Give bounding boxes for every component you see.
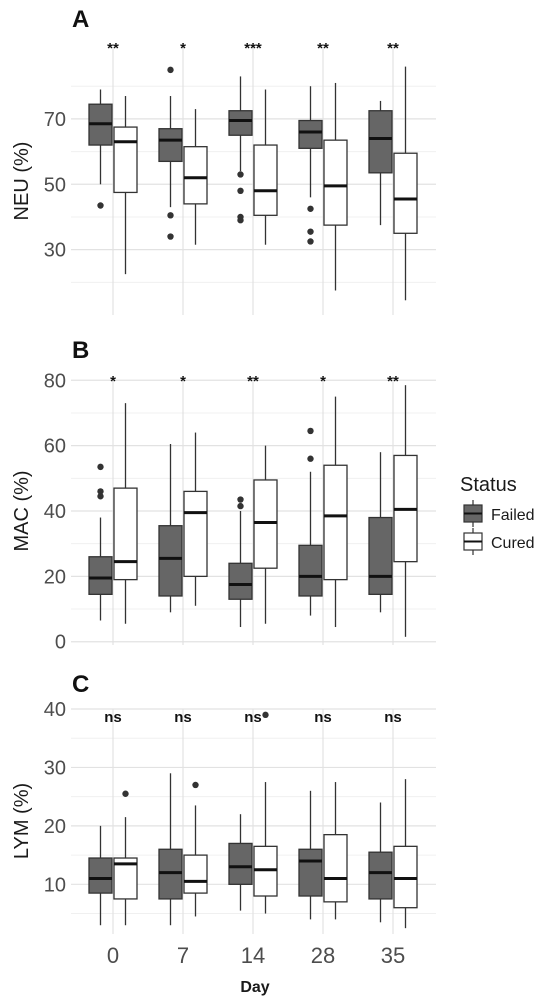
significance-label-day-0: ** [107,40,119,57]
x-tick-label-35: 35 [381,943,405,968]
outlier-failed-day-28 [307,455,314,462]
y-tick-label: 50 [44,174,66,196]
outlier-failed-day-14 [237,187,244,195]
y-axis-label: NEU (%) [11,142,33,221]
outlier-failed-day-28 [307,228,314,235]
x-tick-label-0: 0 [107,943,119,968]
box-failed-day-28 [298,119,323,149]
outlier-failed-day-7 [167,233,174,240]
significance-label-day-7: * [180,40,186,57]
outlier-failed-day-14 [237,217,244,224]
outlier-failed-day-28 [307,238,314,245]
box-failed-day-14 [228,842,253,885]
y-tick-label: 10 [44,874,66,896]
box-failed-day-28 [298,848,323,897]
x-tick-label-7: 7 [177,943,189,968]
significance-label-day-14: ns [244,709,262,726]
y-tick-label: 40 [44,699,66,721]
box-cured-day-0 [113,126,138,194]
outlier-failed-day-7 [167,66,174,74]
panel-letter: B [72,337,89,364]
y-axis-label: LYM (%) [11,783,33,859]
outlier-failed-day-0 [97,463,104,471]
box-failed-day-14 [228,110,253,136]
legend-label-cured: Cured [491,535,535,552]
legend-label-failed: Failed [491,507,535,524]
box-failed-day-7 [158,525,183,597]
significance-label-day-28: * [320,373,326,390]
y-tick-label: 20 [44,816,66,838]
outlier-failed-day-28 [307,205,314,212]
box-failed-day-7 [158,128,183,163]
box-failed-day-28 [298,544,323,597]
box-cured-day-7 [183,146,208,205]
box-cured-day-14 [253,479,278,569]
box-failed-day-35 [368,851,393,900]
x-axis-label: Day [240,979,269,996]
box-cured-day-14 [253,144,278,216]
box-failed-day-14 [228,562,253,600]
y-tick-label: 80 [44,370,66,392]
outlier-failed-day-28 [307,427,314,435]
y-tick-label: 70 [44,109,66,131]
box-cured-day-7 [183,490,208,578]
significance-label-day-35: ns [384,709,402,726]
significance-label-day-7: * [180,373,186,390]
outlier-failed-day-14 [237,496,244,503]
outlier-cured-day-7 [192,781,199,789]
outlier-failed-day-0 [97,202,104,209]
outlier-failed-day-14 [237,171,244,178]
box-cured-day-0 [113,857,138,900]
x-tick-label-28: 28 [311,943,335,968]
panel-letter: C [72,671,89,698]
significance-label-day-14: *** [244,40,262,57]
box-cured-day-28 [323,464,348,581]
box-cured-day-28 [323,833,348,903]
significance-label-day-14: ** [247,373,259,390]
significance-label-day-35: ** [387,373,399,390]
box-cured-day-0 [113,487,138,581]
significance-label-day-28: ns [314,709,332,726]
outlier-cured-day-0 [122,790,129,797]
y-tick-label: 20 [44,566,66,588]
outlier-cured-day-14 [262,711,269,719]
box-cured-day-7 [183,854,208,894]
significance-label-day-0: ns [104,709,122,726]
box-cured-day-28 [323,139,348,226]
y-axis-label: MAC (%) [11,470,33,551]
outlier-failed-day-7 [167,212,174,219]
box-failed-day-35 [368,110,393,174]
y-tick-label: 30 [44,240,66,262]
outlier-failed-day-0 [97,488,104,495]
box-failed-day-0 [88,556,113,595]
significance-label-day-35: ** [387,40,399,57]
panel-letter: A [72,6,89,33]
legend: Status Failed Cured [460,474,535,555]
box-failed-day-0 [88,857,113,894]
y-tick-label: 0 [55,632,66,654]
x-tick-label-14: 14 [241,943,265,968]
significance-label-day-0: * [110,373,116,390]
significance-label-day-7: ns [174,709,192,726]
y-tick-label: 40 [44,501,66,523]
outlier-failed-day-14 [237,502,244,510]
y-tick-label: 60 [44,436,66,458]
outlier-failed-day-0 [97,493,104,500]
box-cured-day-35 [393,152,418,234]
significance-label-day-28: ** [317,40,329,57]
box-failed-day-35 [368,516,393,595]
legend-title: Status [460,474,517,496]
y-tick-label: 30 [44,757,66,779]
